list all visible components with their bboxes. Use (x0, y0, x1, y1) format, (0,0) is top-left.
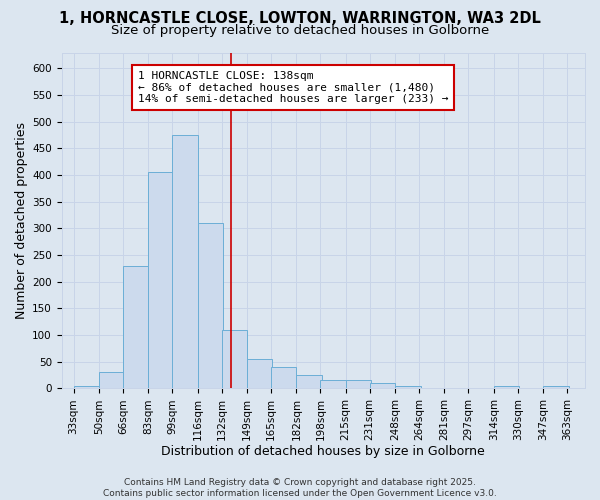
Text: Contains HM Land Registry data © Crown copyright and database right 2025.
Contai: Contains HM Land Registry data © Crown c… (103, 478, 497, 498)
Bar (296, 375, 322, 388)
Bar (221, 330, 247, 388)
Bar (148, 172, 174, 388)
Bar (99, 372, 124, 388)
Text: 1 HORNCASTLE CLOSE: 138sqm
← 86% of detached houses are smaller (1,480)
14% of s: 1 HORNCASTLE CLOSE: 138sqm ← 86% of deta… (137, 71, 448, 104)
Y-axis label: Number of detached properties: Number of detached properties (15, 122, 28, 319)
Text: Size of property relative to detached houses in Golborne: Size of property relative to detached ho… (111, 24, 489, 37)
Bar (198, 223, 223, 388)
Bar (370, 383, 395, 388)
Bar (74, 386, 99, 388)
Text: 1, HORNCASTLE CLOSE, LOWTON, WARRINGTON, WA3 2DL: 1, HORNCASTLE CLOSE, LOWTON, WARRINGTON,… (59, 11, 541, 26)
Bar (123, 266, 148, 388)
Bar (320, 380, 346, 388)
Bar (346, 380, 371, 388)
Bar (494, 386, 519, 388)
Bar (271, 367, 296, 388)
Bar (543, 386, 569, 388)
Bar (395, 386, 421, 388)
Bar (172, 135, 198, 388)
Bar (247, 359, 272, 388)
X-axis label: Distribution of detached houses by size in Golborne: Distribution of detached houses by size … (161, 444, 485, 458)
